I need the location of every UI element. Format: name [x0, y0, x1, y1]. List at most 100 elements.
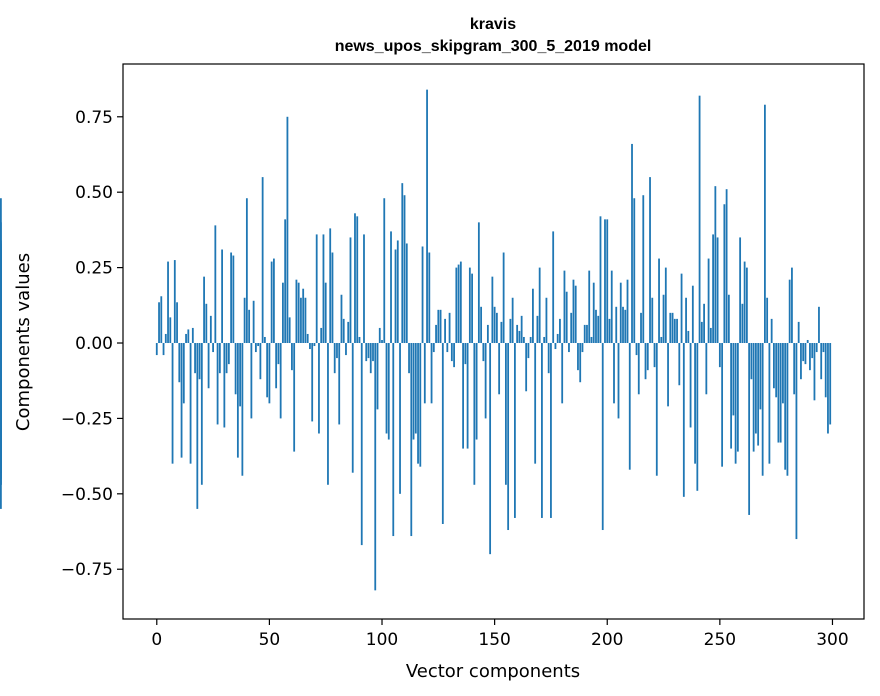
bar [520, 315, 523, 344]
bar [302, 288, 305, 343]
bar [586, 324, 588, 344]
bar [568, 343, 570, 353]
y-axis-label: Components values [13, 253, 34, 431]
bar [696, 343, 699, 491]
bar [592, 282, 595, 344]
bar [745, 267, 748, 344]
bar [430, 343, 433, 404]
bar [261, 177, 264, 344]
bar [277, 343, 280, 365]
bar [297, 282, 300, 344]
bar [655, 343, 658, 476]
bar [689, 343, 692, 428]
bar [691, 285, 694, 344]
bar [473, 343, 476, 485]
bar [230, 252, 233, 344]
bar [815, 343, 818, 353]
bar [414, 343, 417, 434]
bar [358, 336, 361, 344]
bar [356, 216, 359, 343]
bar [608, 318, 611, 344]
bar [196, 343, 199, 509]
bar [547, 343, 550, 374]
bar [351, 343, 354, 473]
bar [538, 267, 541, 344]
bar [511, 297, 514, 343]
bar [818, 306, 820, 344]
bar [399, 343, 401, 494]
bar [827, 343, 829, 434]
bar [507, 343, 510, 531]
bar [295, 279, 298, 344]
bar [615, 306, 618, 344]
bar [185, 333, 187, 344]
bar [428, 252, 431, 344]
bar [498, 343, 501, 395]
bar [653, 343, 656, 368]
bar [225, 343, 228, 374]
bar [0, 222, 2, 344]
y-tick-label: 0.25 [75, 259, 113, 279]
bar [263, 336, 266, 344]
bar [714, 186, 717, 344]
bar [392, 343, 395, 537]
bar [764, 104, 766, 344]
bar [212, 343, 214, 353]
bar [273, 258, 275, 344]
bar [435, 324, 437, 344]
bar [173, 260, 176, 344]
chart-title: kravis [470, 16, 516, 33]
bar [739, 237, 742, 344]
bar [624, 309, 627, 344]
bar [324, 282, 327, 344]
bar [759, 343, 762, 410]
bar [658, 258, 660, 344]
bar [545, 297, 548, 343]
bar [590, 336, 593, 344]
bar [777, 343, 780, 443]
bar [712, 234, 714, 344]
bar [0, 343, 2, 473]
x-axis-ticks: 0 50 100 150 200 250 300 [151, 619, 849, 650]
bar [707, 258, 710, 344]
bar [363, 234, 365, 344]
bar [293, 343, 296, 452]
bar [194, 343, 196, 374]
bar [401, 183, 404, 343]
y-tick-label: −0.75 [61, 560, 113, 580]
bar [486, 324, 489, 344]
bar [385, 343, 388, 434]
bar [786, 343, 789, 476]
bar [291, 343, 293, 371]
bar [529, 336, 532, 344]
bar [637, 343, 640, 395]
bar [286, 116, 289, 344]
bar [723, 204, 726, 344]
bar [646, 343, 649, 371]
bar [376, 343, 379, 410]
bar [164, 333, 167, 344]
y-tick-label: 0.50 [75, 183, 113, 203]
bar [752, 343, 755, 452]
bar [155, 343, 158, 356]
bar [552, 231, 555, 343]
bar [288, 317, 291, 344]
bar [284, 219, 287, 344]
bar [782, 343, 784, 404]
bar [239, 343, 242, 407]
bar [259, 343, 262, 380]
bar [601, 343, 604, 531]
bar [687, 330, 690, 344]
bar [516, 324, 519, 344]
bar [419, 343, 422, 467]
bar [718, 343, 721, 368]
bar [797, 321, 800, 343]
bar [574, 285, 577, 344]
bar [635, 343, 638, 356]
x-tick-label: 250 [704, 630, 736, 650]
bar [543, 336, 546, 344]
bar [160, 296, 163, 344]
bar [750, 343, 753, 380]
